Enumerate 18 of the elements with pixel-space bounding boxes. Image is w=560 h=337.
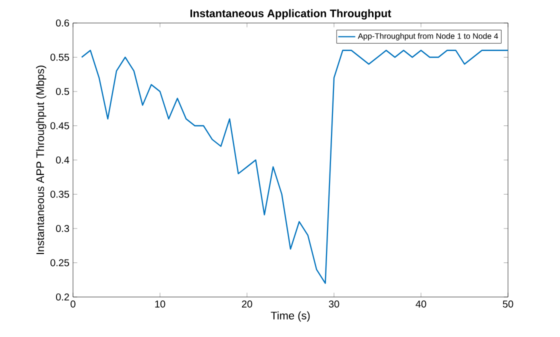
y-tick-label: 0.25 xyxy=(50,259,70,266)
chart-title: Instantaneous Application Throughput xyxy=(190,9,392,20)
x-tick-label: 10 xyxy=(155,300,166,308)
y-axis-title: Instantaneous APP Throughput (Mbps) xyxy=(36,66,46,254)
x-tick-label: 40 xyxy=(416,300,426,308)
y-tick-label: 0.5 xyxy=(56,88,70,96)
x-tick-label: 20 xyxy=(242,300,252,308)
x-tick-label: 0 xyxy=(70,300,76,308)
y-tick-label: 0.2 xyxy=(56,293,69,301)
y-tick-label: 0.35 xyxy=(50,190,70,198)
y-tick-label: 0.4 xyxy=(56,156,70,164)
y-tick-label: 0.6 xyxy=(56,19,70,27)
x-tick-label: 50 xyxy=(502,300,514,308)
y-tick-label: 0.45 xyxy=(50,122,70,130)
x-tick-label: 30 xyxy=(328,300,340,308)
y-tick-label: 0.55 xyxy=(50,54,70,61)
y-tick-label: 0.3 xyxy=(56,224,70,232)
x-axis-title: Time (s) xyxy=(270,311,310,322)
